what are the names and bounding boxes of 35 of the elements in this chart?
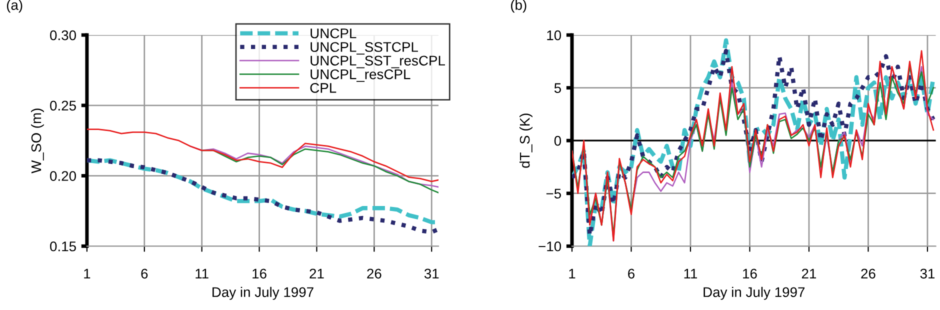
x-tick-label: 6	[628, 268, 634, 279]
x-tick-label: 11	[196, 268, 208, 278]
x-tick-label: 1	[84, 268, 90, 278]
chart-title: (a)	[6, 0, 22, 13]
y-tick-label: 10	[547, 30, 562, 40]
chart-title: (b)	[511, 0, 526, 13]
x-axis-title: Day in July 1997	[212, 286, 314, 300]
y-tick-label: 0	[554, 136, 562, 146]
x-tick-label: 1	[569, 268, 576, 278]
y-tick-label: 5	[554, 83, 561, 93]
x-tick-label: 21	[310, 268, 324, 278]
y-tick-label: 0.15	[50, 241, 76, 252]
x-tick-label: 6	[141, 268, 148, 279]
legend-label: UNCPL_SST_resCPL	[310, 56, 445, 68]
x-tick-label: 31	[424, 268, 439, 279]
y-tick-label: 0.25	[50, 100, 76, 111]
y-tick-label: −10	[538, 241, 562, 252]
x-tick-label: 26	[367, 268, 382, 279]
x-tick-label: 31	[920, 268, 935, 279]
x-tick-label: 16	[252, 268, 266, 279]
x-tick-label: 11	[684, 268, 698, 278]
legend-label: UNCPL_resCPL	[310, 69, 410, 82]
y-tick-label: 0.20	[50, 171, 76, 181]
y-tick-label: −5	[546, 188, 561, 199]
x-tick-label: 21	[802, 268, 816, 278]
x-axis-title: Day in July 1997	[704, 286, 805, 300]
y-tick-label: 0.30	[50, 30, 76, 40]
x-tick-label: 26	[861, 268, 876, 279]
legend-label: CPL	[310, 83, 336, 93]
y-axis-title: dT_S (K)	[520, 114, 532, 168]
legend-label: UNCPL	[310, 28, 356, 38]
line-series	[86, 128, 439, 182]
y-axis-title: W_SO (m)	[31, 108, 44, 174]
x-tick-label: 16	[743, 268, 757, 279]
legend-label: UNCPL_SSTCPL	[310, 42, 418, 55]
